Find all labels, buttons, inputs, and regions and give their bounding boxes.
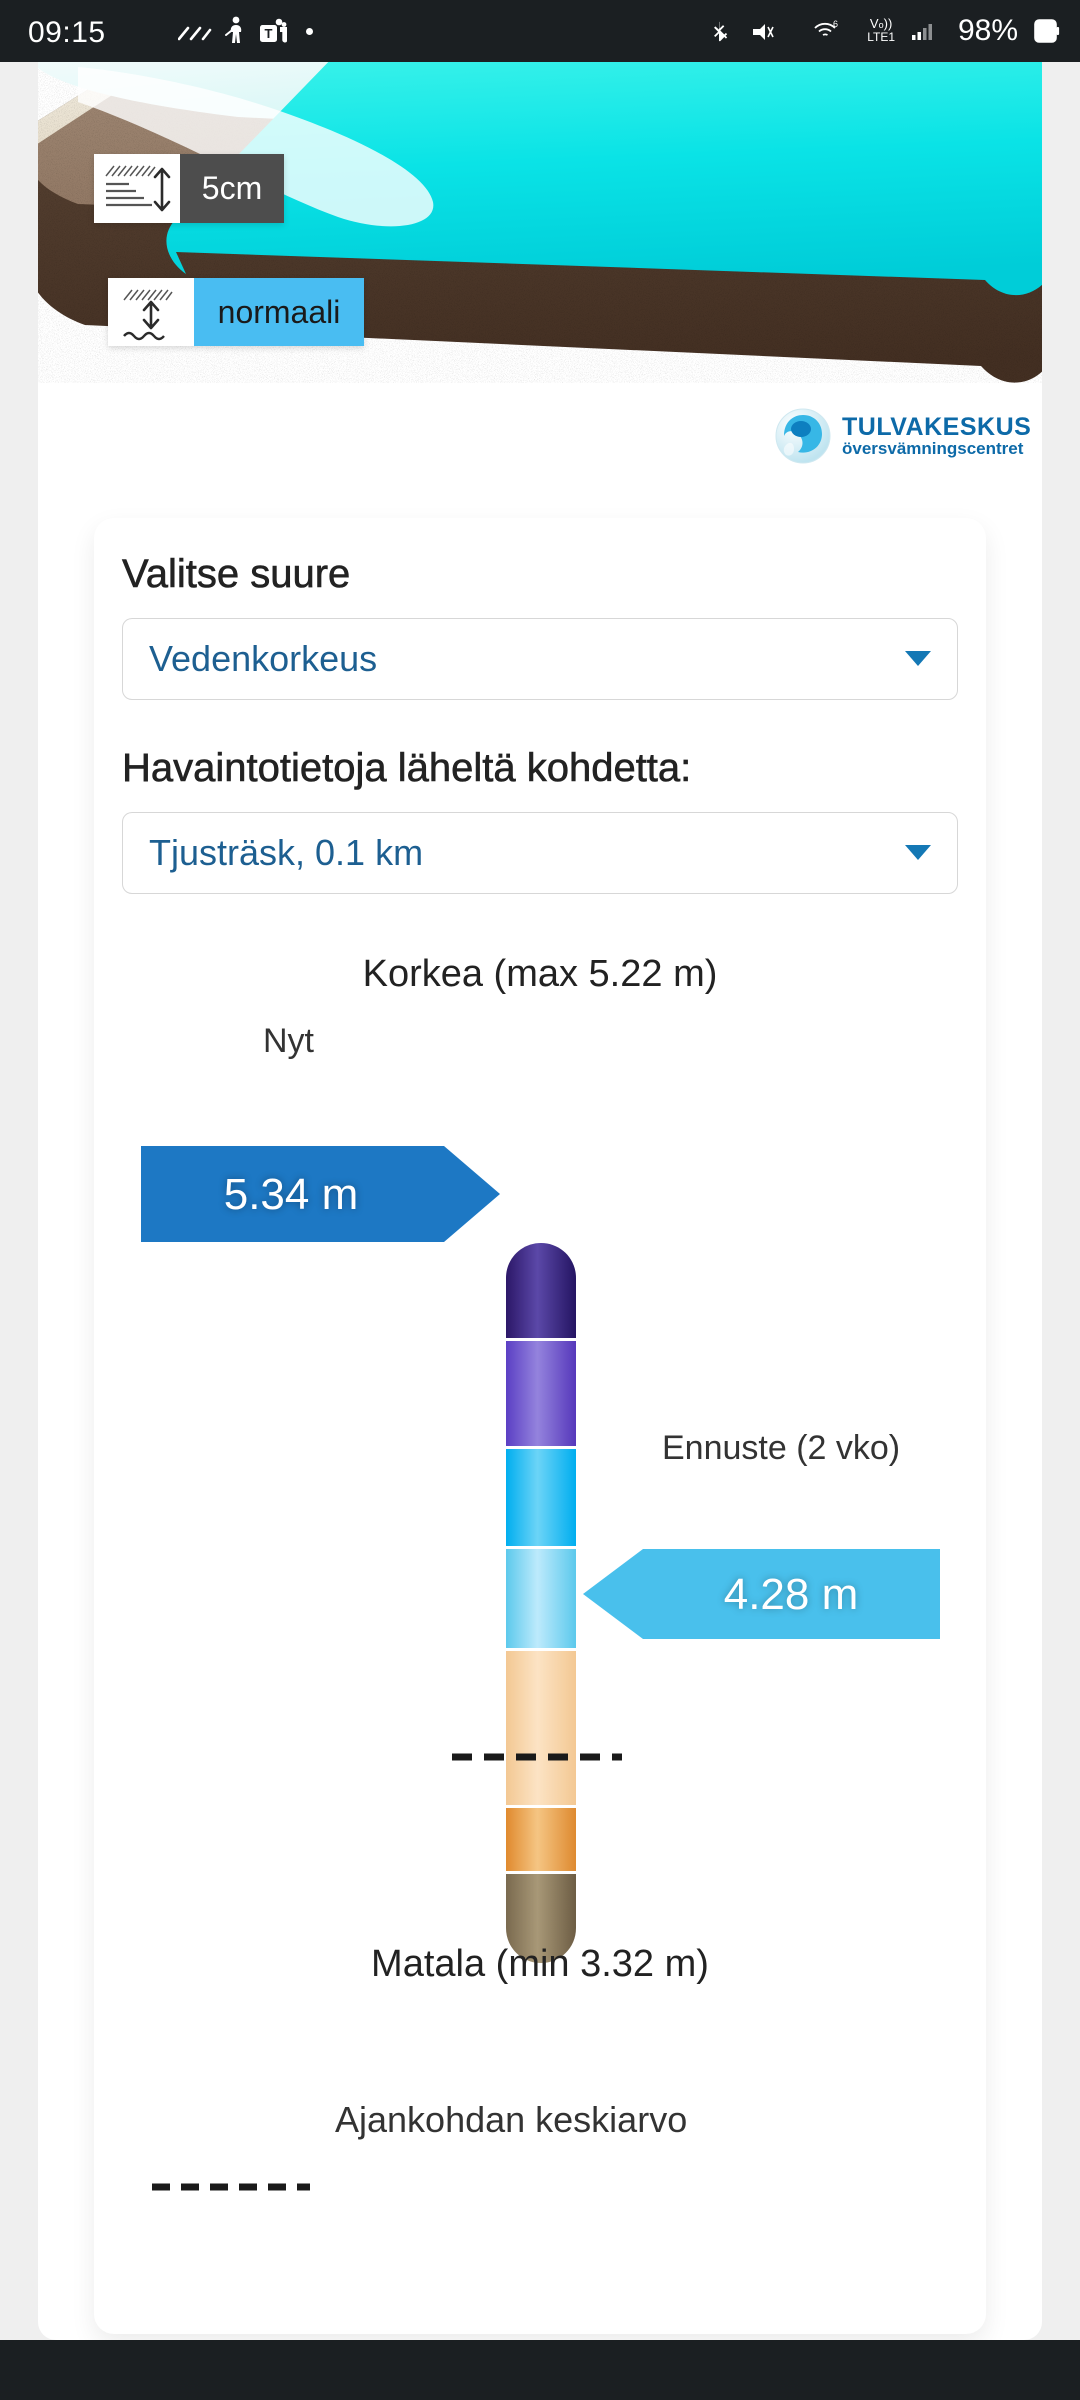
svg-text:5.34 m: 5.34 m bbox=[224, 1170, 359, 1219]
svg-text:T: T bbox=[265, 26, 273, 41]
svg-text:6: 6 bbox=[833, 19, 838, 29]
svg-text:4.28 m: 4.28 m bbox=[724, 1570, 859, 1619]
